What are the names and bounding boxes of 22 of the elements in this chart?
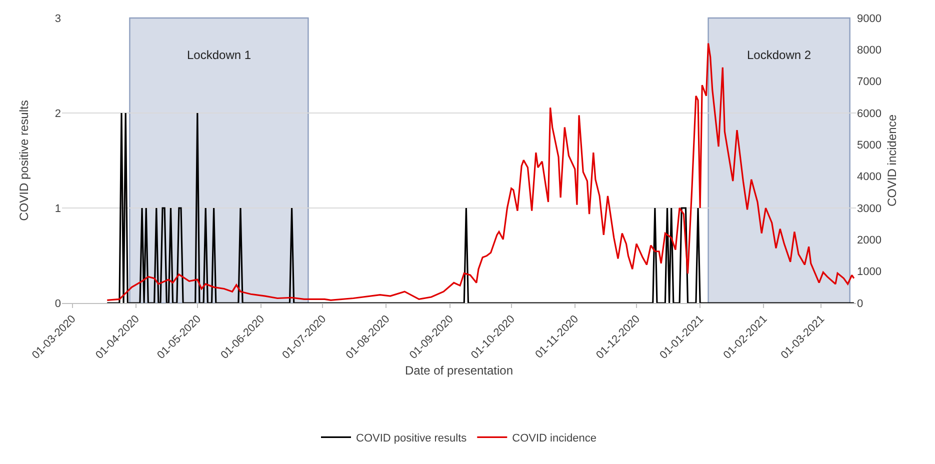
line-series <box>106 42 855 301</box>
y-axis-title: COVID positive results <box>17 100 31 221</box>
y2-tick-label: 7000 <box>857 76 882 88</box>
band-label: Lockdown 2 <box>747 48 812 62</box>
y2-tick-label: 4000 <box>857 171 882 184</box>
y-tick-label: 3 <box>54 12 61 25</box>
y2-tick-label: 9000 <box>857 12 882 25</box>
y2-tick-label: 3000 <box>857 202 882 215</box>
y-tick-label: 2 <box>54 108 61 120</box>
legend-label: COVID positive results <box>356 432 468 444</box>
y2-tick-label: 8000 <box>857 44 882 57</box>
y2-axis-title: COVID incidence <box>885 114 899 207</box>
legend-label: COVID incidence <box>512 432 597 444</box>
y2-tick-label: 2000 <box>857 234 882 247</box>
x-axis-title: Date of presentation <box>404 364 514 378</box>
y2-tick-label: 5000 <box>857 140 882 152</box>
y-tick-label: 0 <box>54 298 61 310</box>
y2-tick-label: 0 <box>857 298 864 310</box>
y2-tick-label: 1000 <box>857 266 882 278</box>
y-tick-label: 1 <box>54 202 61 215</box>
y2-tick-label: 6000 <box>857 108 882 120</box>
band-label: Lockdown 1 <box>187 48 252 62</box>
